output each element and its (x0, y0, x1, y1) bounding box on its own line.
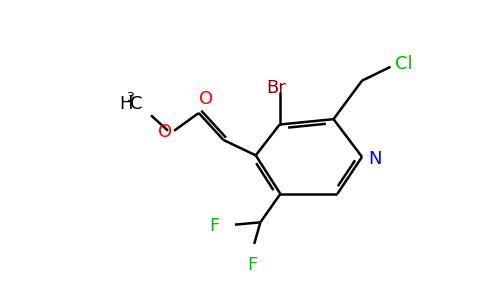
Text: Br: Br (266, 80, 286, 98)
Text: 3: 3 (126, 91, 134, 104)
Text: N: N (368, 150, 382, 168)
Text: O: O (158, 123, 172, 141)
Text: Cl: Cl (395, 56, 413, 74)
Text: F: F (247, 256, 258, 274)
Text: C: C (130, 95, 143, 113)
Text: F: F (209, 217, 220, 235)
Text: H: H (120, 95, 133, 113)
Text: O: O (199, 90, 213, 108)
